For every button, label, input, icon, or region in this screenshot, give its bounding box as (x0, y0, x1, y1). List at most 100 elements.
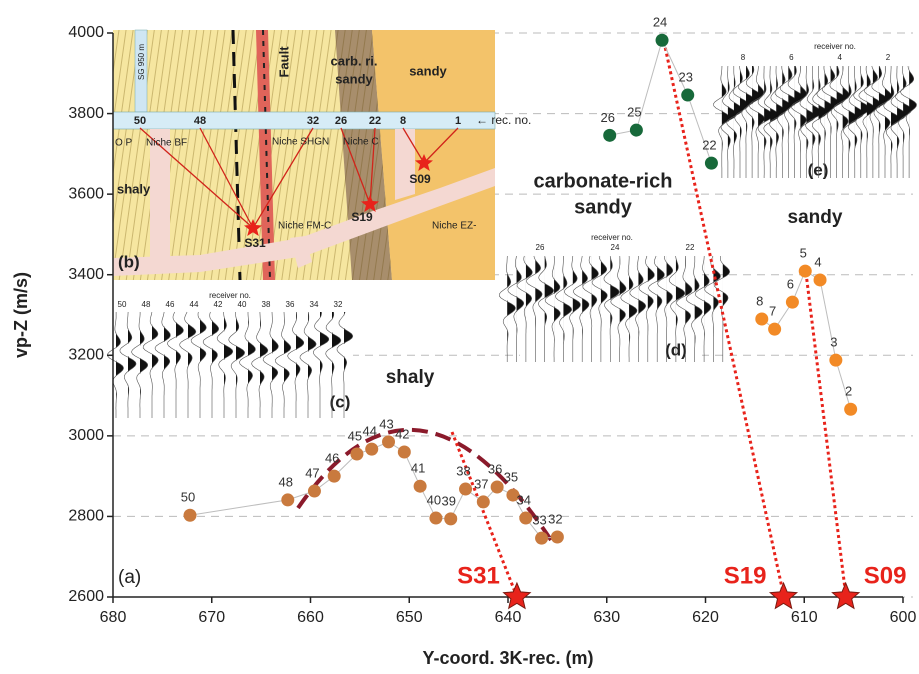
annotation: shaly (386, 367, 435, 388)
trace-fill (507, 256, 516, 362)
trace (811, 65, 828, 178)
trace (167, 311, 184, 418)
trace (757, 66, 774, 178)
data-point (844, 402, 858, 416)
point-label: 25 (627, 105, 641, 120)
trace (779, 65, 797, 178)
trace (726, 66, 744, 178)
point-label: 41 (411, 461, 425, 476)
trace-fill (657, 256, 665, 362)
trace-fill (582, 256, 589, 362)
y-tick-label: 3000 (68, 427, 104, 444)
point-label: 40 (427, 492, 441, 507)
receiver-label: 46 (166, 300, 175, 309)
trace (895, 65, 913, 178)
data-point (397, 445, 411, 459)
trace (119, 311, 137, 418)
trace-fill (164, 312, 171, 418)
trace (799, 65, 816, 178)
ray-paths (450, 41, 848, 598)
trace-fill (739, 66, 749, 178)
x-axis-title: Y-coord. 3K-rec. (m) (422, 648, 593, 668)
data-point (798, 264, 812, 278)
trace-fill (891, 66, 900, 178)
point-label: 50 (181, 490, 195, 505)
y-tick-label: 3800 (68, 105, 104, 122)
receiver-label: 38 (262, 300, 271, 309)
trace (900, 65, 917, 178)
fault-teeth (262, 29, 271, 281)
point-label: 38 (456, 463, 470, 478)
trace-fill (629, 256, 637, 362)
trace (526, 255, 543, 362)
point-label: 6 (787, 277, 794, 292)
trace-fill (296, 312, 304, 418)
receiver-axis-label: receiver no. (209, 291, 251, 300)
trace-fill (675, 256, 685, 362)
receiver-label: 42 (214, 300, 223, 309)
trace (676, 255, 693, 362)
trace-fill (746, 66, 755, 178)
source-label: S19 (724, 562, 767, 589)
rec-number: 8 (400, 115, 406, 127)
point-label: 48 (279, 474, 293, 489)
point-label: 7 (769, 304, 776, 319)
seismogram-background (113, 290, 353, 420)
trace (239, 312, 256, 418)
trace (142, 311, 159, 418)
point-label: 24 (653, 15, 667, 30)
trace (875, 65, 893, 178)
map-source-label: S09 (409, 172, 431, 186)
trace-fill (516, 256, 524, 362)
y-tick-label: 3400 (68, 266, 104, 283)
source-label: S31 (457, 562, 500, 589)
receiver-label: 44 (190, 300, 199, 309)
trace (748, 66, 765, 178)
receiver-label: 34 (310, 300, 319, 309)
trace-fill (722, 256, 730, 362)
point-label: 26 (600, 110, 614, 125)
data-point (307, 484, 321, 498)
map-inset: Fault carb. ri. sandy sandy shaly ← rec.… (112, 29, 531, 281)
trace-fill (610, 256, 620, 362)
panel-label: (a) (118, 567, 141, 588)
rec-number: 48 (194, 115, 206, 127)
trace-fill (842, 66, 850, 178)
point-label: 45 (348, 428, 362, 443)
trace-fill (200, 312, 207, 418)
point-label: 2 (845, 384, 852, 399)
trace-fill (544, 256, 554, 362)
trace-fill (188, 312, 196, 418)
trace (131, 312, 148, 418)
trace (833, 65, 850, 178)
data-point (413, 479, 427, 493)
trace (890, 65, 907, 178)
data-point (629, 123, 643, 137)
data-point (281, 493, 295, 507)
point-label: 42 (395, 426, 409, 441)
trace-fill (647, 256, 655, 362)
trace (179, 311, 197, 418)
rec-number: 1 (455, 115, 461, 127)
trace-fill (176, 312, 184, 418)
trace (563, 255, 581, 362)
receiver-label: 36 (286, 300, 295, 309)
point-label: 8 (756, 293, 763, 308)
trace (228, 312, 245, 418)
receiver-label: 4 (837, 53, 842, 62)
niche-label: Niche EZ- (432, 221, 476, 232)
trace-fill (824, 66, 833, 178)
trace (507, 255, 525, 362)
receiver-label: 22 (686, 243, 695, 252)
trace (648, 255, 665, 362)
data-point (350, 447, 364, 461)
seismogram-c: receiver no. (c) 50 48 46 44 42 40 38 36 34 32 (107, 290, 354, 420)
receiver-axis-label: receiver no. (814, 42, 856, 51)
trace-fill (308, 312, 317, 418)
seismogram-d: receiver no. (d) 26 24 22 (498, 230, 731, 367)
trace (274, 311, 292, 418)
trace (668, 255, 686, 362)
rec-number: 32 (307, 115, 319, 127)
niche-label: Niche SHGN (272, 137, 329, 148)
